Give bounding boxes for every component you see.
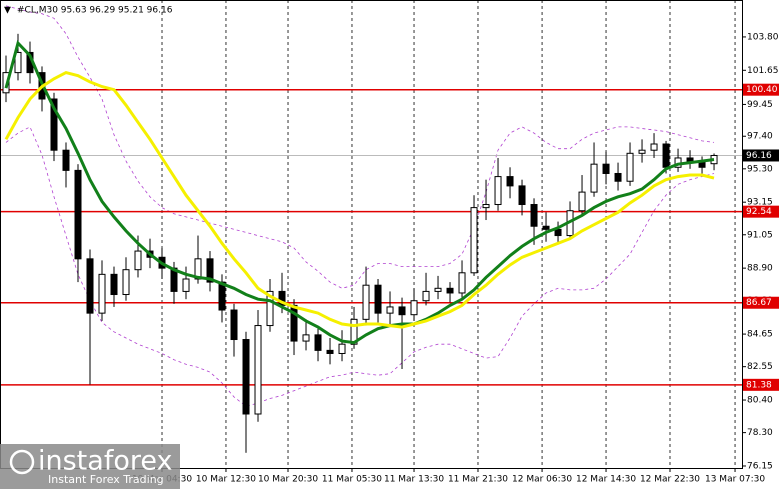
candle-body xyxy=(86,258,94,314)
candle-body xyxy=(98,273,106,314)
y-tick-label: 88.90 xyxy=(747,264,773,274)
candle-body xyxy=(530,204,538,227)
candle-body xyxy=(134,250,142,271)
x-tick-label: 11 Mar 21:30 xyxy=(448,475,508,485)
candle-body xyxy=(470,207,478,274)
candle-body xyxy=(110,273,118,296)
y-tick-label: 84.65 xyxy=(747,330,773,340)
candle-body xyxy=(350,318,358,345)
candle-body xyxy=(386,306,394,314)
candle-body xyxy=(230,309,238,341)
moving-average xyxy=(4,40,715,345)
logo-name: instaforex xyxy=(38,446,172,477)
x-tick-label: 10 Mar 12:30 xyxy=(196,475,256,485)
x-tick-label: 12 Mar 06:30 xyxy=(512,475,572,485)
candle-body xyxy=(602,163,610,174)
y-tick-label: 82.55 xyxy=(747,362,773,372)
candle-body xyxy=(74,169,82,260)
candle-body xyxy=(362,284,370,320)
x-tick-label: 12 Mar 22:30 xyxy=(640,475,700,485)
candle-body xyxy=(206,258,214,283)
candle-body xyxy=(338,343,346,354)
candle-body xyxy=(50,98,58,151)
logo: instaforex Instant Forex Trading xyxy=(0,444,180,489)
y-tick-label: 93.15 xyxy=(747,198,773,208)
envelope-lower xyxy=(5,126,715,407)
candle-body xyxy=(326,349,334,354)
level-label-box xyxy=(743,83,779,96)
candle-body xyxy=(494,176,502,206)
y-tick-label: 95.30 xyxy=(747,164,773,174)
logo-box xyxy=(0,444,180,489)
candle-body xyxy=(182,278,190,292)
candle-body xyxy=(398,306,406,316)
candle-body xyxy=(638,149,646,154)
logo-tagline: Instant Forex Trading xyxy=(48,473,164,486)
candle-body xyxy=(302,334,310,342)
level-label: 86.67 xyxy=(746,298,772,308)
y-tick-label: 99.45 xyxy=(747,100,773,110)
candle-body xyxy=(254,325,262,415)
level-label-box xyxy=(743,296,779,309)
candle-body xyxy=(266,290,274,327)
candle-body xyxy=(218,281,226,311)
y-tick-label: 101.65 xyxy=(747,66,779,76)
candle-body xyxy=(614,172,622,182)
y-tick-label: 78.30 xyxy=(747,428,773,438)
level-label-box xyxy=(743,378,779,391)
candle-body xyxy=(122,269,130,296)
candle-body xyxy=(482,204,490,209)
last-price-box xyxy=(743,149,779,162)
candle-body xyxy=(518,185,526,206)
x-tick-label: 11 Mar 13:30 xyxy=(384,475,444,485)
y-tick-label: 76.15 xyxy=(747,461,773,471)
envelope-upper xyxy=(5,5,715,289)
y-tick-label: 91.05 xyxy=(747,230,773,240)
candle-body xyxy=(458,272,466,294)
x-tick-label: 11 Mar 05:30 xyxy=(322,475,382,485)
candle-body xyxy=(686,157,694,162)
logo-icon xyxy=(9,449,35,475)
candle-body xyxy=(590,163,598,193)
candle-body xyxy=(506,176,514,187)
candle-body xyxy=(242,339,250,415)
candle-body xyxy=(650,143,658,151)
x-tick-label: 12 Mar 14:30 xyxy=(576,475,636,485)
level-label: 81.38 xyxy=(746,380,772,390)
candle-body xyxy=(626,152,634,182)
triangle-icon: ▼ xyxy=(4,6,11,16)
y-tick-label: 103.80 xyxy=(747,32,779,42)
chart-header: #CL,M30 95.63 96.29 95.21 96.16 xyxy=(17,6,173,16)
plot-frame xyxy=(0,0,743,469)
candle-body xyxy=(62,149,70,171)
candle-body xyxy=(578,191,586,212)
candle-body xyxy=(446,287,454,294)
level-label-box xyxy=(743,205,779,218)
candle-body xyxy=(194,258,202,280)
last-price-label: 96.16 xyxy=(746,151,772,161)
y-tick-label: 80.40 xyxy=(747,396,773,406)
level-label: 92.54 xyxy=(746,207,772,217)
candle-body xyxy=(542,225,550,230)
candle-body xyxy=(662,143,670,168)
candle-body xyxy=(422,290,430,302)
candle-body xyxy=(434,287,442,292)
candle-body xyxy=(314,334,322,351)
x-tick-label: 10 Mar 20:30 xyxy=(258,475,318,485)
candle-body xyxy=(410,300,418,316)
moving-average xyxy=(4,71,715,329)
candle-body xyxy=(374,284,382,314)
candle-body xyxy=(554,228,562,237)
level-label: 100.40 xyxy=(746,85,778,95)
y-tick-label: 97.40 xyxy=(747,132,773,142)
candle-body xyxy=(14,51,22,74)
x-tick-label: 13 Mar 07:30 xyxy=(705,475,765,485)
